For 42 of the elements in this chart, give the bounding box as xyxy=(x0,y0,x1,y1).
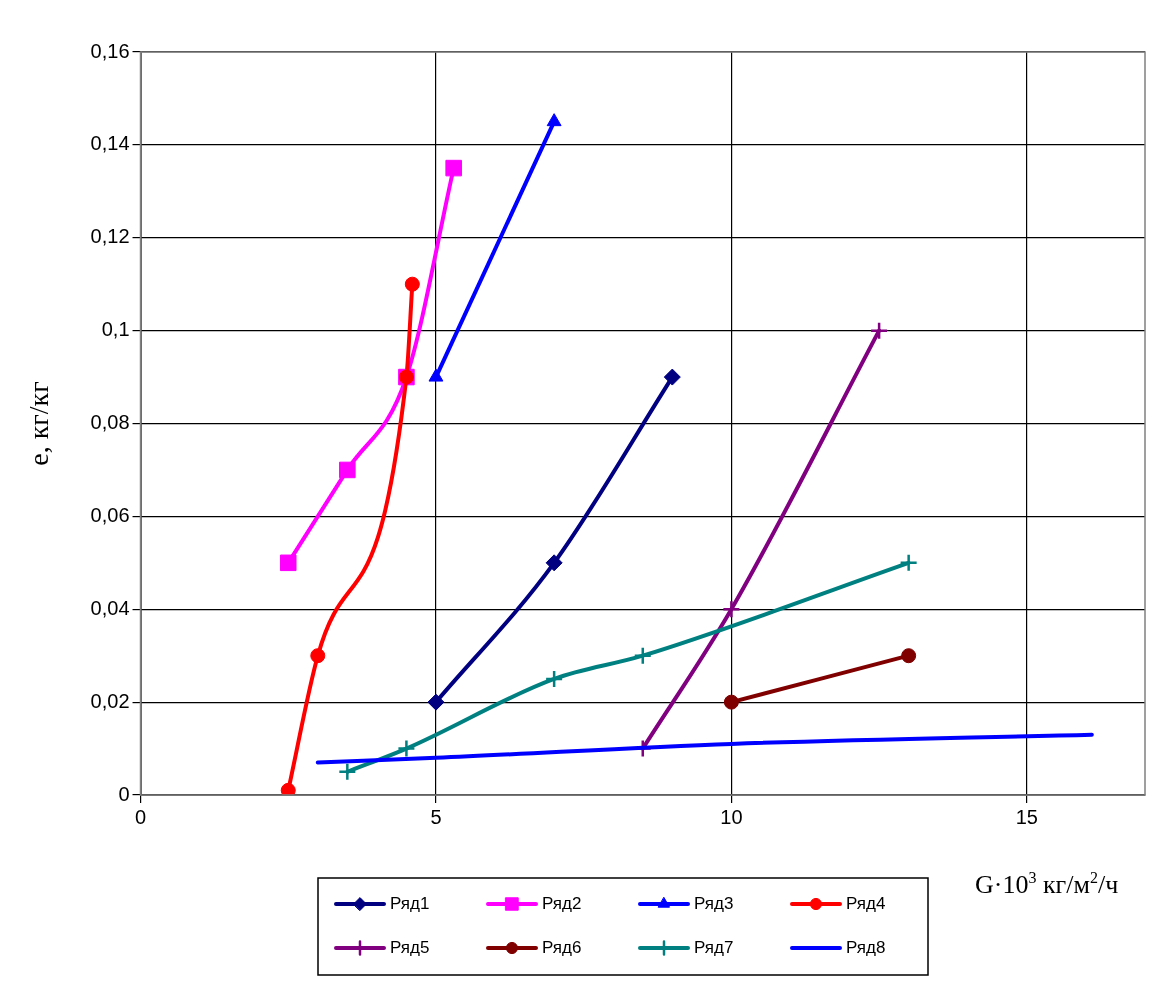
point xyxy=(899,553,918,573)
legend-label: Ряд1 xyxy=(390,893,430,913)
y-tick-label: 0,14 xyxy=(90,132,130,155)
x-tick-label: 10 xyxy=(720,805,743,828)
point xyxy=(427,693,445,711)
point xyxy=(445,159,462,177)
legend-label: Ряд6 xyxy=(542,937,582,957)
y-tick-label: 0,06 xyxy=(90,503,130,526)
y-tick-label: 0,12 xyxy=(90,225,130,248)
point xyxy=(723,694,739,710)
y-tick-label: 0,08 xyxy=(90,411,130,434)
legend-label: Ряд2 xyxy=(542,893,582,913)
y-tick-label: 0,16 xyxy=(90,39,130,62)
point xyxy=(901,648,917,664)
y-axis-title: е, кг/кг xyxy=(23,381,55,466)
point xyxy=(279,554,297,572)
x-axis-title: G·10$^{3}$ кг/м$^{2}$/ч xyxy=(975,868,1120,901)
point xyxy=(633,646,653,665)
point xyxy=(404,276,420,292)
point xyxy=(339,461,356,479)
point xyxy=(663,368,681,386)
x-tick-label: 0 xyxy=(134,805,147,828)
y-tick-label: 0,04 xyxy=(90,596,130,619)
point xyxy=(397,739,416,758)
point xyxy=(310,648,326,664)
x-tick-label: 15 xyxy=(1015,805,1038,828)
point xyxy=(545,554,563,572)
legend-label: Ряд7 xyxy=(694,937,734,957)
legend-label: Ряд8 xyxy=(846,937,886,957)
y-tick-label: 0,02 xyxy=(90,689,130,712)
point xyxy=(544,669,564,689)
y-tick-label: 0 xyxy=(118,782,130,805)
point xyxy=(722,600,741,619)
point xyxy=(869,321,889,340)
legend-label: Ряд5 xyxy=(390,937,430,957)
y-tick-label: 0,1 xyxy=(101,318,130,341)
x-tick-label: 5 xyxy=(430,805,442,828)
point xyxy=(338,762,357,782)
line-series xyxy=(315,732,1094,765)
legend-label: Ряд3 xyxy=(694,893,734,913)
point xyxy=(280,782,296,795)
legend-label: Ряд4 xyxy=(846,893,886,913)
